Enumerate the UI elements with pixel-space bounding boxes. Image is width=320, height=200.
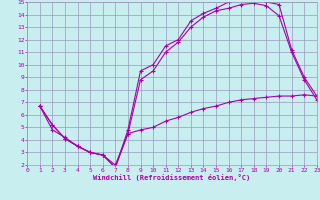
X-axis label: Windchill (Refroidissement éolien,°C): Windchill (Refroidissement éolien,°C) <box>93 174 251 181</box>
